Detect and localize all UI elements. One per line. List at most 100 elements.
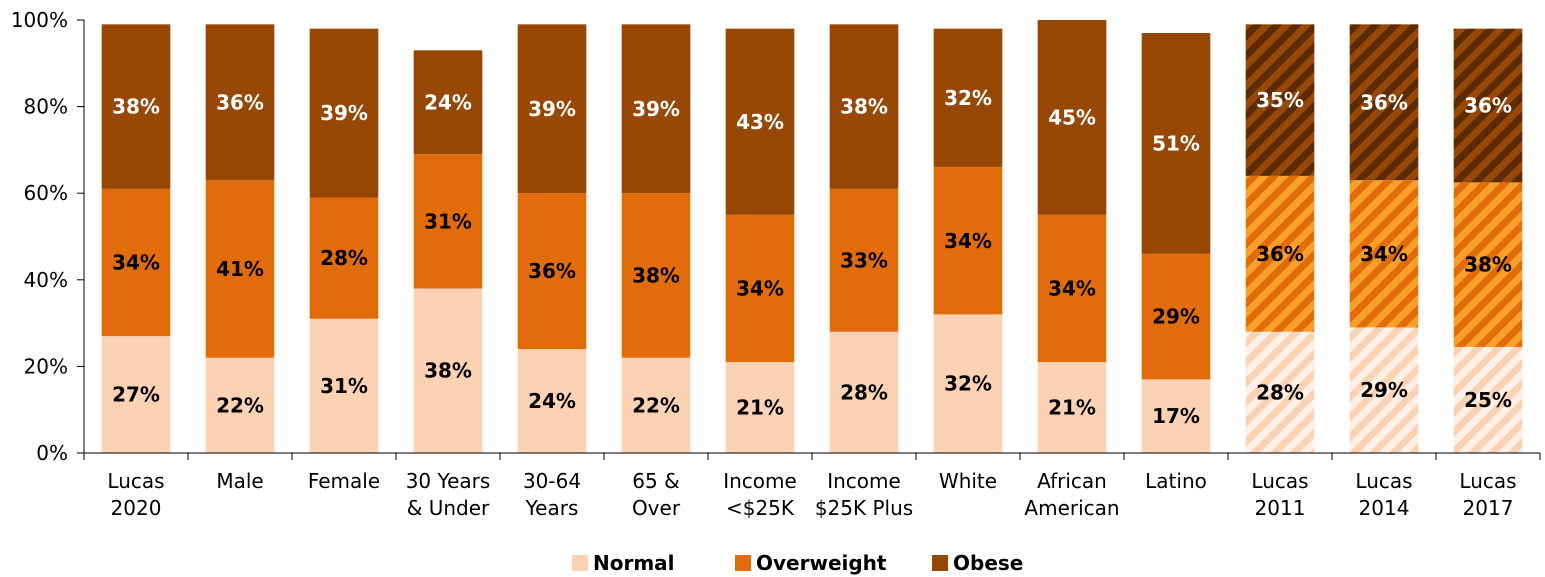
bar-segment-obese (1453, 28, 1523, 183)
y-tick-label: 60% (24, 181, 68, 205)
data-label: 34% (1360, 242, 1408, 266)
bar-segment-overweight (1453, 182, 1523, 347)
bar-segment-obese (309, 28, 379, 198)
bar-segment-obese (101, 24, 171, 189)
x-category-label: Income $25K Plus (815, 469, 913, 520)
data-label: 38% (424, 359, 472, 383)
data-label: 24% (528, 389, 576, 413)
data-label: 31% (320, 374, 368, 398)
bar-segment-overweight (309, 197, 379, 319)
y-tick-label: 0% (36, 441, 68, 465)
bar-segment-overweight (933, 167, 1003, 315)
bar-segment-overweight (413, 154, 483, 289)
data-label: 24% (424, 90, 472, 114)
bar-segment-obese (725, 28, 795, 215)
data-label: 28% (840, 380, 888, 404)
x-category-label: Female (308, 469, 380, 493)
bar-segment-obese (1245, 24, 1315, 176)
data-label: 36% (1360, 90, 1408, 114)
data-label: 21% (1048, 396, 1096, 420)
x-category-label: 65 & Over (632, 469, 681, 520)
bar-segment-overweight (621, 193, 691, 358)
bar-segment-obese (621, 24, 691, 194)
data-label: 36% (216, 90, 264, 114)
data-label: 38% (1464, 253, 1512, 277)
data-label: 36% (528, 259, 576, 283)
x-category-label: Lucas 2011 (1251, 469, 1308, 520)
data-label: 39% (528, 97, 576, 121)
bar-segment-overweight (1037, 214, 1107, 363)
bar-segment-overweight (205, 180, 275, 358)
bar-segment-normal (1037, 362, 1107, 453)
data-label: 21% (736, 396, 784, 420)
legend-swatch-overweight (735, 555, 751, 571)
bar-segment-obese (413, 50, 483, 155)
data-label: 35% (1256, 88, 1304, 112)
y-tick-label: 20% (24, 354, 68, 378)
legend-label-overweight: Overweight (756, 551, 887, 575)
x-axis: Lucas 2020 Male Female 30 Years & Under 30-64 Y… (83, 452, 1541, 520)
data-label: 22% (632, 393, 680, 417)
bar-segment-normal (1245, 331, 1315, 453)
data-label: 38% (840, 95, 888, 119)
bar-segment-normal (205, 357, 275, 453)
bar-segment-normal (933, 314, 1003, 453)
data-label: 31% (424, 209, 472, 233)
bar-segment-normal (309, 318, 379, 453)
bar-segment-normal (1349, 327, 1419, 453)
legend-swatch-normal (572, 555, 588, 571)
bar-segment-normal (725, 362, 795, 453)
legend-swatch-obese (932, 555, 948, 571)
x-category-label: White (939, 469, 997, 493)
x-category-label: African American (1024, 469, 1119, 520)
legend-label-obese: Obese (953, 551, 1023, 575)
x-category-label: Lucas 2014 (1355, 469, 1412, 520)
data-label: 39% (632, 97, 680, 121)
data-label: 28% (320, 246, 368, 270)
x-category-label: 30 Years & Under (406, 469, 491, 520)
bar-segment-overweight (101, 188, 171, 337)
legend-label-normal: Normal (593, 551, 675, 575)
bar-segment-overweight (517, 193, 587, 350)
x-category-label: 30-64 Years (523, 469, 581, 520)
data-label: 51% (1152, 131, 1200, 155)
bar-segment-obese (1141, 32, 1211, 254)
data-label: 34% (944, 229, 992, 253)
data-label: 29% (1360, 378, 1408, 402)
data-label: 34% (1048, 276, 1096, 300)
data-label: 17% (1152, 404, 1200, 428)
bars-group: 27% 34% 38% 22% 41% 36% 31% 28% 39% 38% 31% 24% 24% 3… (101, 20, 1523, 453)
bar-segment-overweight (1141, 253, 1211, 380)
x-category-label: Lucas 2017 (1459, 469, 1516, 520)
data-label: 39% (320, 101, 368, 125)
data-label: 28% (1256, 380, 1304, 404)
bar-segment-overweight (1245, 175, 1315, 332)
data-label: 34% (112, 250, 160, 274)
x-category-label: Income <$25K (723, 469, 797, 520)
bar-segment-normal (621, 357, 691, 453)
data-label: 29% (1152, 305, 1200, 329)
y-tick-label: 80% (24, 95, 68, 119)
x-category-label: Male (216, 469, 263, 493)
data-label: 25% (1464, 388, 1512, 412)
y-axis: 0% 20% 40% 60% 80% 100% (11, 8, 85, 465)
bar-segment-obese (517, 24, 587, 194)
y-tick-label: 100% (11, 8, 68, 32)
bar-segment-overweight (1349, 180, 1419, 328)
x-category-label: Latino (1145, 469, 1207, 493)
data-label: 32% (944, 372, 992, 396)
bar-segment-overweight (829, 188, 899, 332)
legend: Normal Overweight Obese (572, 551, 1023, 575)
bar-segment-obese (829, 24, 899, 189)
bar-segment-normal (829, 331, 899, 453)
data-label: 43% (736, 110, 784, 134)
data-label: 38% (112, 95, 160, 119)
bar-segment-normal (413, 288, 483, 453)
bar-segment-normal (517, 349, 587, 453)
data-label: 32% (944, 86, 992, 110)
x-category-label: Lucas 2020 (107, 469, 164, 520)
bar-segment-normal (1141, 379, 1211, 453)
bar-segment-normal (1453, 346, 1523, 453)
data-label: 36% (1256, 242, 1304, 266)
